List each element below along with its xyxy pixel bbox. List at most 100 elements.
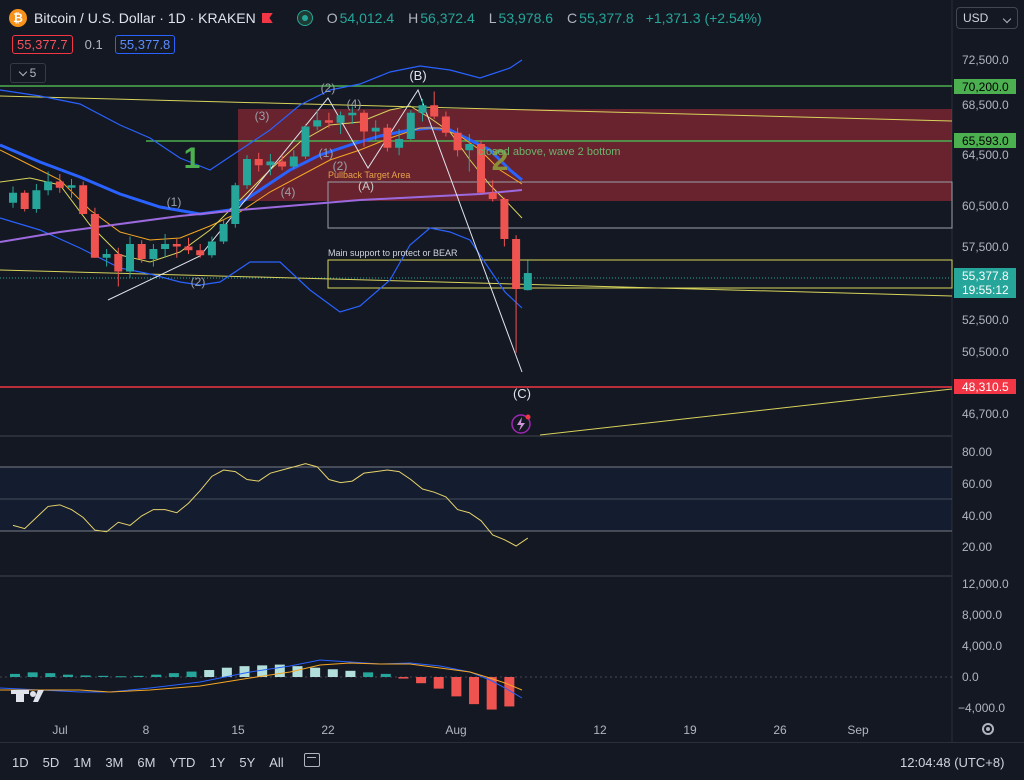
range-5d-button[interactable]: 5D [42, 755, 60, 770]
candle-body[interactable] [172, 244, 181, 247]
candle-body[interactable] [324, 120, 333, 123]
candle-body[interactable] [161, 244, 170, 249]
range-1d-button[interactable]: 1D [12, 755, 29, 770]
wave-label-B[interactable]: (B) [409, 68, 426, 83]
wave-label-4[interactable]: (4) [347, 97, 362, 111]
moving-average-blue[interactable] [0, 126, 523, 216]
candle-body[interactable] [67, 185, 76, 188]
calendar-icon[interactable] [304, 753, 320, 767]
candle-body[interactable] [243, 159, 251, 186]
note-main-support[interactable]: Main support to protect or BEAR [328, 248, 458, 258]
candle-body[interactable] [278, 161, 287, 167]
macd-histogram[interactable] [10, 664, 515, 710]
candle-body[interactable] [500, 199, 509, 239]
candle-body[interactable] [231, 185, 240, 224]
range-5y-button[interactable]: 5Y [239, 755, 256, 770]
wave-label-1-left[interactable]: (1) [167, 195, 182, 209]
macd-axis[interactable]: 12,000.0 8,000.0 4,000.0 0.0 −4,000.0 [958, 577, 1009, 715]
candle-body[interactable] [512, 239, 521, 289]
price-badges[interactable]: 70,200.0 65,593.0 55,377.8 19:55:12 48,3… [954, 79, 1016, 394]
candle-body[interactable] [360, 112, 368, 132]
rsi-axis[interactable]: 80.00 60.00 40.00 20.00 [962, 445, 992, 554]
candle-body[interactable] [219, 224, 228, 242]
range-6m-button[interactable]: 6M [137, 755, 156, 770]
pullback-target-box[interactable] [327, 181, 953, 229]
moving-average-yellow[interactable] [0, 105, 523, 263]
candle-body[interactable] [465, 144, 474, 151]
range-3m-button[interactable]: 3M [105, 755, 124, 770]
range-all-button[interactable]: All [269, 755, 284, 770]
wave-label-C[interactable]: (C) [513, 386, 531, 401]
moving-average-purple[interactable] [0, 189, 523, 243]
candle-body[interactable] [289, 156, 298, 167]
range-1y-button[interactable]: 1Y [209, 755, 226, 770]
candle-body[interactable] [348, 112, 357, 116]
price-axis[interactable]: 72,500.0 68,500.0 64,500.0 60,500.0 57,5… [962, 53, 1009, 421]
candle-body[interactable] [383, 127, 392, 148]
currency-select[interactable]: USD [956, 7, 1018, 29]
candle-body[interactable] [207, 241, 216, 256]
support-box[interactable] [327, 259, 953, 289]
candle-body[interactable] [149, 249, 158, 259]
wave-label-2[interactable]: (2) [321, 81, 336, 95]
sell-price-button[interactable]: 55,377.7 [12, 35, 73, 54]
symbol-title[interactable]: Bitcoin / U.S. Dollar · 1D · KRAKEN [34, 10, 256, 26]
candle-body[interactable] [441, 116, 450, 133]
note-pullback-target[interactable]: Pullback Target Area [328, 170, 410, 180]
wave-label-2-left[interactable]: (2) [191, 275, 206, 289]
candle-body[interactable] [430, 105, 439, 117]
candle-body[interactable] [102, 254, 111, 258]
range-ytd-button[interactable]: YTD [169, 755, 196, 770]
candle-body[interactable] [90, 214, 99, 258]
candle-body[interactable] [137, 244, 146, 259]
bollinger-lower-band[interactable] [0, 217, 523, 313]
big-wave-label-1[interactable]: 1 [184, 142, 201, 175]
candle-body[interactable] [395, 139, 404, 148]
rsi-line[interactable] [12, 463, 529, 547]
trendline-projection[interactable] [539, 388, 953, 436]
wave-label-1[interactable]: (1) [319, 146, 334, 160]
candle-body[interactable] [44, 181, 53, 191]
candle-body[interactable] [523, 273, 532, 291]
candle-body[interactable] [196, 250, 205, 256]
buy-price-button[interactable]: 55,377.8 [114, 35, 176, 54]
candle-body[interactable] [418, 105, 427, 113]
candle-body[interactable] [301, 126, 310, 157]
macd-signal-line[interactable] [0, 662, 523, 693]
wave-label-4-left[interactable]: (4) [281, 185, 296, 199]
wave-label-A[interactable]: (A) [358, 179, 374, 193]
market-status-icon[interactable] [296, 10, 313, 26]
trade-price-row[interactable]: 55,377.7 0.1 55,377.8 [12, 35, 176, 54]
lightning-icon[interactable] [511, 414, 531, 434]
wave-abc-line[interactable] [107, 88, 523, 373]
big-wave-label-2[interactable]: 2 [492, 144, 509, 177]
indicators-toggle-button[interactable]: 5 [10, 63, 46, 83]
candle-body[interactable] [477, 144, 485, 193]
candle-body[interactable] [371, 127, 380, 132]
candle-body[interactable] [114, 254, 123, 272]
trendline-upper[interactable] [0, 95, 953, 122]
candle-body[interactable] [313, 120, 322, 127]
trendline-lower[interactable] [0, 269, 953, 297]
bollinger-upper-band[interactable] [0, 59, 523, 171]
candlestick-series[interactable] [9, 91, 532, 353]
macd-line[interactable] [0, 659, 523, 699]
candle-body[interactable] [488, 192, 497, 199]
candle-body[interactable] [20, 192, 29, 209]
flag-icon[interactable] [261, 13, 273, 23]
candle-body[interactable] [126, 244, 134, 272]
candle-body[interactable] [9, 192, 17, 203]
candle-body[interactable] [336, 115, 345, 123]
candle-body[interactable] [254, 159, 263, 166]
range-1m-button[interactable]: 1M [73, 755, 92, 770]
candle-body[interactable] [32, 190, 41, 209]
candle-body[interactable] [55, 181, 64, 188]
candle-body[interactable] [79, 185, 88, 214]
wave-label-3[interactable]: (3) [255, 109, 270, 123]
time-axis[interactable]: Jul 8 15 22 Aug 12 19 26 Sep [52, 723, 869, 737]
resistance-zone[interactable] [238, 109, 952, 201]
candle-body[interactable] [266, 161, 275, 166]
wave-label-2b[interactable]: (2) [333, 159, 348, 173]
